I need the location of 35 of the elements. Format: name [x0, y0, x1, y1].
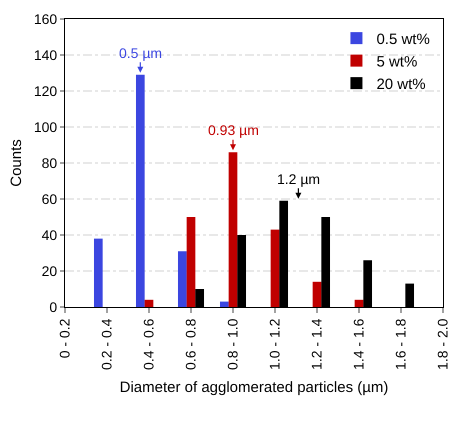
annotation: 0.5 µm	[119, 45, 162, 61]
x-tick-label: 0.6 - 0.8	[182, 318, 199, 370]
bar	[94, 238, 103, 307]
x-tick-label: 0 - 0.2	[56, 318, 73, 358]
annotation: 1.2 µm	[277, 171, 320, 187]
y-tick-label: 20	[42, 262, 58, 279]
annotation: 0.93 µm	[208, 122, 259, 138]
x-tick-label: 0.2 - 0.4	[98, 318, 115, 370]
bar	[354, 300, 364, 307]
x-tick-label: 0.4 - 0.6	[140, 318, 157, 370]
legend-label: 5 wt%	[376, 53, 418, 70]
legend-label: 20 wt%	[376, 76, 426, 93]
x-tick-label: 1.8 - 2.0	[434, 318, 451, 370]
x-tick-label: 0.8 - 1.0	[224, 318, 241, 370]
bar	[144, 300, 154, 307]
y-tick-label: 80	[42, 154, 58, 171]
x-tick-label: 1.0 - 1.2	[266, 318, 283, 370]
y-tick-label: 40	[42, 226, 58, 243]
y-tick-label: 0	[49, 298, 58, 315]
x-tick-label: 1.6 - 1.8	[392, 318, 409, 370]
x-tick-label: 1.4 - 1.6	[350, 318, 367, 370]
y-tick-label: 120	[34, 82, 58, 99]
y-tick-label: 140	[34, 46, 58, 63]
bar	[220, 302, 229, 307]
y-tick-label: 160	[34, 10, 58, 27]
bar	[186, 217, 196, 307]
x-tick-label: 1.2 - 1.4	[308, 318, 325, 370]
bar	[270, 230, 280, 307]
x-axis-title: Diameter of agglomerated particles (µm)	[120, 378, 388, 396]
y-tick-label: 100	[34, 118, 58, 135]
y-tick-label: 60	[42, 190, 58, 207]
legend-label: 0.5 wt%	[376, 30, 430, 48]
bar	[312, 282, 322, 307]
y-axis-title: Counts	[8, 139, 26, 187]
bar	[178, 251, 187, 307]
